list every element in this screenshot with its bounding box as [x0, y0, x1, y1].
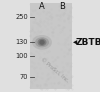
Ellipse shape	[32, 35, 52, 50]
Text: © ProSci, Inc.: © ProSci, Inc.	[40, 57, 70, 83]
Bar	[30, 3, 72, 89]
Text: A: A	[39, 2, 45, 11]
Text: 70: 70	[20, 74, 28, 80]
Ellipse shape	[39, 40, 45, 45]
Text: 100: 100	[15, 53, 28, 59]
Text: 130: 130	[16, 39, 28, 45]
Ellipse shape	[35, 37, 49, 47]
Text: ZBTB40: ZBTB40	[76, 38, 100, 47]
Text: B: B	[59, 2, 65, 11]
Polygon shape	[73, 40, 77, 45]
Text: 250: 250	[15, 14, 28, 20]
Ellipse shape	[38, 39, 46, 46]
